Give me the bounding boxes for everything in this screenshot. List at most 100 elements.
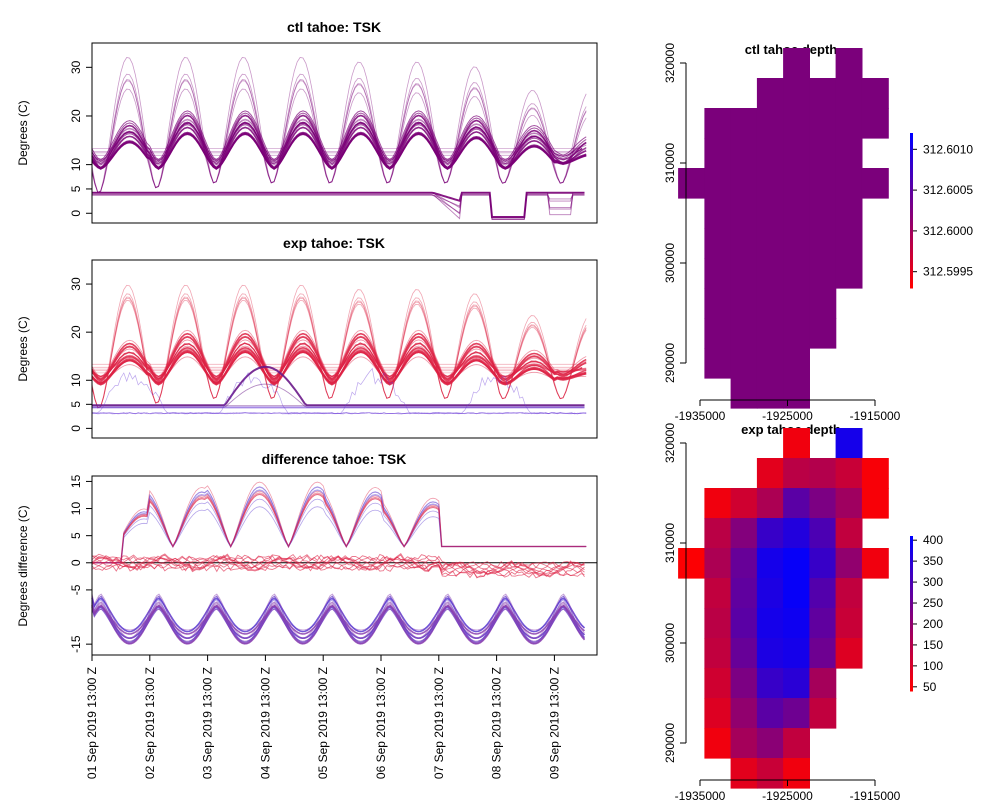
depth-cell [704, 548, 732, 579]
high-peak-line [91, 296, 587, 409]
lower-band-line [91, 605, 586, 635]
legend-swatch [910, 244, 913, 248]
legend-swatch [910, 683, 913, 687]
x-tick-label: 01 Sep 2019 13:00 Z [85, 667, 99, 779]
depth-cell [809, 288, 837, 319]
ctl-depth-panel: ctl tahoe depth -1935000 -1925000 -1915000… [663, 42, 973, 423]
depth-cell [783, 548, 810, 579]
legend-swatch [910, 685, 913, 689]
legend-swatch [910, 590, 913, 594]
y-tick-label: 290000 [663, 723, 677, 763]
legend-swatch [910, 559, 913, 563]
depth-cell [756, 488, 784, 519]
depth-cell [704, 258, 732, 289]
cool-excursion-line [91, 371, 587, 415]
legend-swatch [910, 536, 913, 540]
depth-cell [678, 548, 705, 579]
y-tick-label: 320000 [663, 43, 677, 83]
x-tick-label: -1935000 [675, 409, 726, 423]
depth-cell [783, 78, 810, 109]
legend-swatch [910, 623, 913, 627]
depth-cell [704, 168, 732, 199]
depth-cell [704, 228, 732, 259]
depth-cell [861, 168, 889, 199]
legend-swatch [910, 171, 913, 175]
legend-swatch [910, 153, 913, 157]
depth-cell [704, 668, 732, 699]
high-peak-line [91, 79, 587, 193]
x-tick-label: -1915000 [850, 789, 901, 800]
depth-cell [861, 78, 889, 109]
legend-swatch [910, 251, 913, 255]
x-tick-label: -1925000 [762, 409, 813, 423]
diurnal-line [91, 336, 587, 383]
legend-swatch [910, 140, 913, 144]
upper-positive-line [92, 486, 587, 564]
depth-cell [730, 728, 758, 759]
legend-swatch [910, 254, 913, 258]
depth-cell [835, 638, 863, 669]
water-baseline-line [92, 194, 585, 220]
legend-swatch [910, 636, 913, 640]
depth-cell [861, 548, 889, 579]
legend-swatch [910, 282, 913, 286]
depth-cell [783, 198, 810, 229]
depth-cell [835, 488, 863, 519]
night-flat-line [92, 121, 583, 149]
upper-positive-line [92, 493, 587, 564]
legend-swatch [910, 577, 913, 581]
diurnal-line [91, 114, 587, 169]
depth-cell [783, 488, 810, 519]
depth-cell [756, 258, 784, 289]
high-peak-line [91, 297, 587, 409]
night-flat-line [92, 122, 583, 152]
y-tick-label: 15 [69, 474, 83, 488]
diurnal-line [91, 347, 587, 377]
depth-cell [809, 258, 837, 289]
depth-cell [756, 698, 784, 729]
water-baseline-line [92, 192, 585, 218]
legend-swatch [910, 143, 913, 147]
legend-label: 400 [923, 533, 943, 547]
depth-cell [835, 548, 863, 579]
ctl-tsk-y-axis: 0 5 10 20 30 [69, 60, 93, 217]
depth-cell [783, 228, 810, 259]
legend-swatch [910, 587, 913, 591]
x-tick-label: 07 Sep 2019 13:00 Z [432, 667, 446, 779]
legend-swatch [910, 174, 913, 178]
legend-swatch [910, 667, 913, 671]
depth-cell [861, 108, 889, 139]
legend-swatch [910, 192, 913, 196]
depth-cell [730, 548, 758, 579]
legend-swatch [910, 135, 913, 139]
depth-cell [809, 458, 837, 489]
depth-cell [783, 168, 810, 199]
depth-cell [678, 168, 705, 199]
legend-swatch [910, 554, 913, 558]
upper-positive-line [92, 506, 587, 564]
exp-tsk-series [91, 284, 587, 415]
depth-cell [756, 288, 784, 319]
ctl-tsk-title: ctl tahoe: TSK [287, 19, 381, 35]
legend-swatch [910, 538, 913, 542]
legend-swatch [910, 605, 913, 609]
x-tick-label: 03 Sep 2019 13:00 Z [201, 667, 215, 779]
legend-swatch [910, 561, 913, 565]
legend-swatch [910, 660, 913, 664]
y-tick-label: 0 [69, 425, 83, 432]
ctl-depth-legend: 312.6010 312.6005 312.6000 312.5995 [910, 133, 973, 289]
depth-cell [835, 608, 863, 639]
exp-tsk-plot-box [91, 259, 598, 439]
near-zero-line [91, 554, 585, 578]
depth-cell [835, 228, 863, 259]
legend-swatch [910, 626, 913, 630]
depth-cell [756, 638, 784, 669]
legend-label: 300 [923, 575, 943, 589]
legend-swatch [910, 184, 913, 188]
depth-cell [809, 608, 837, 639]
y-tick-label: -15 [69, 635, 83, 653]
legend-swatch [910, 621, 913, 625]
ctl-depth-axes: -1935000 -1925000 -1915000 290000 300000 3100… [663, 43, 901, 423]
depth-cell [809, 638, 837, 669]
high-peak-line [91, 80, 587, 194]
